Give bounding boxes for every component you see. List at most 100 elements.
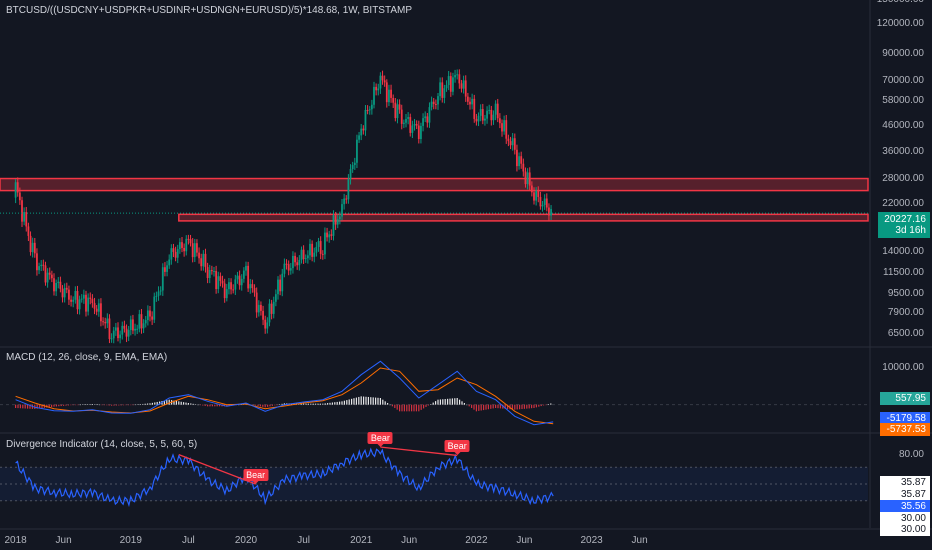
candle-body <box>59 281 62 289</box>
macd-histogram-bar <box>475 404 477 412</box>
candle-body <box>541 204 544 207</box>
candle-body <box>114 327 117 331</box>
candle <box>319 236 322 260</box>
candle <box>262 305 264 326</box>
candle-body <box>255 292 258 313</box>
macd-histogram-bar <box>463 403 465 405</box>
candle <box>439 77 442 101</box>
candle <box>486 106 488 124</box>
candle <box>78 295 81 315</box>
candle-body <box>202 253 205 267</box>
macd-histogram-bar <box>495 404 497 408</box>
macd-histogram-bar <box>271 404 273 406</box>
macd-histogram-bar <box>19 404 21 409</box>
candle <box>155 291 158 302</box>
candle <box>313 247 316 263</box>
candle-body <box>511 138 514 146</box>
macd-histogram-bar <box>123 404 125 406</box>
candle-body <box>264 319 267 329</box>
candle <box>420 122 422 144</box>
candle-body <box>129 319 132 331</box>
macd-pane-title[interactable]: MACD (12, 26, close, 9, EMA, EMA) <box>6 352 168 363</box>
candle-body <box>262 310 264 320</box>
divergence-pane-title[interactable]: Divergence Indicator (14, close, 5, 5, 6… <box>6 439 198 450</box>
candle-body <box>55 282 58 292</box>
macd-histogram-bar <box>180 401 182 405</box>
candle <box>178 238 181 254</box>
macd-histogram-bar <box>358 396 360 405</box>
candle <box>522 158 525 177</box>
candle <box>484 114 486 126</box>
candle <box>110 333 113 343</box>
macd-histogram-bar <box>473 404 475 410</box>
candle <box>129 315 132 336</box>
candle-body <box>545 198 548 208</box>
macd-histogram-bar <box>113 404 115 406</box>
macd-histogram-bar <box>79 404 81 406</box>
candle-body <box>183 247 186 252</box>
candle <box>505 114 508 144</box>
candle-body <box>225 289 228 299</box>
macd-histogram-bar <box>341 401 343 405</box>
candle <box>70 295 72 307</box>
candle-body <box>462 80 465 89</box>
candle-body <box>471 98 474 105</box>
candle <box>183 243 186 257</box>
candle-body <box>377 88 380 91</box>
candle <box>345 195 348 204</box>
macd-histogram-bar <box>279 404 281 405</box>
candle <box>415 120 418 130</box>
candle-body <box>100 303 102 322</box>
macd-histogram-bar <box>168 399 170 405</box>
candle <box>29 231 32 256</box>
time-axis-label: Jun <box>516 535 533 546</box>
macd-histogram-bar <box>166 400 168 405</box>
price-axis-label: 120000.00 <box>876 17 924 29</box>
macd-histogram-bar <box>516 404 518 410</box>
candle <box>513 133 516 155</box>
candle <box>473 94 476 123</box>
candle <box>230 278 232 295</box>
candle-body <box>524 171 527 185</box>
candle <box>287 260 290 276</box>
candle-body <box>488 109 491 111</box>
candle <box>341 199 343 221</box>
macd-histogram-bar <box>543 404 545 406</box>
candle <box>430 96 433 111</box>
last-price-badge: 20227.16 3d 16h <box>878 212 930 238</box>
candle-body <box>330 234 333 236</box>
candle-body <box>550 209 552 216</box>
candle-body <box>518 156 520 167</box>
candle-body <box>144 320 147 324</box>
candle-body <box>353 162 356 166</box>
macd-histogram-bar <box>442 399 444 405</box>
macd-histogram-bar <box>202 404 204 406</box>
candle <box>336 214 339 229</box>
candle-body <box>364 109 367 131</box>
candle <box>202 250 205 271</box>
macd-histogram-bar <box>528 404 530 409</box>
candle <box>471 93 474 110</box>
macd-histogram-bar <box>178 401 180 405</box>
macd-line-tag: -5179.58 <box>880 412 930 425</box>
candle-body <box>102 321 104 323</box>
bear-label: Bear <box>367 432 393 448</box>
macd-histogram-bar <box>111 404 113 406</box>
candle <box>106 313 109 328</box>
time-axis-label: Jun <box>401 535 418 546</box>
candle <box>507 134 510 147</box>
divergence-lower2-tag: 30.00 <box>880 523 930 536</box>
macd-histogram-bar <box>192 403 194 405</box>
candle-body <box>319 241 322 254</box>
macd-histogram-bar <box>514 404 516 410</box>
candle-body <box>405 118 407 123</box>
candle-body <box>176 249 179 258</box>
candle <box>50 270 53 283</box>
macd-histogram-bar <box>94 404 96 405</box>
candle-body <box>221 280 224 284</box>
macd-histogram-bar <box>355 397 357 405</box>
macd-histogram-bar <box>257 404 259 406</box>
macd-histogram-bar <box>444 399 446 405</box>
macd-histogram-bar <box>226 404 228 407</box>
